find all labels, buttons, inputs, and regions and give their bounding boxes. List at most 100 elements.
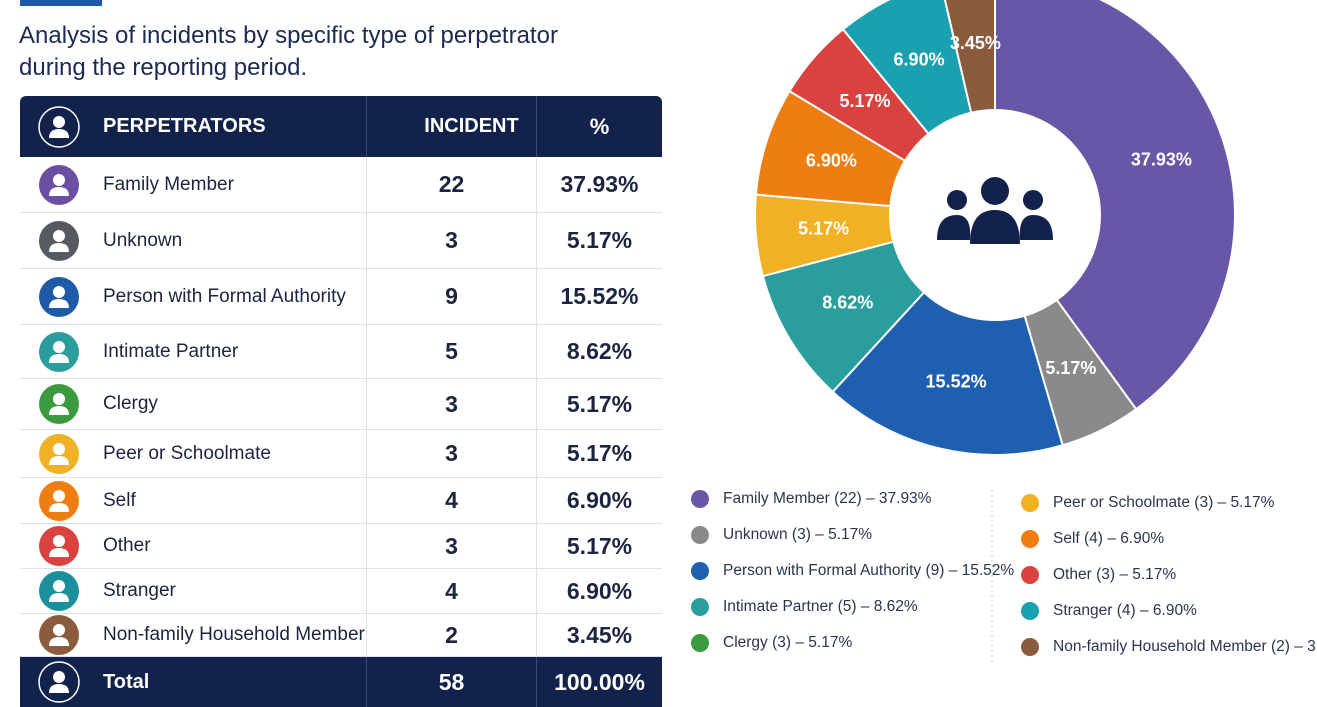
table-row: Self 4 6.90% <box>20 478 662 524</box>
icon-head <box>53 535 65 547</box>
cell-percent: 6.90% <box>566 487 633 513</box>
table-row: Unknown 3 5.17% <box>20 213 662 269</box>
legend-label: Intimate Partner (5) – 8.62% <box>723 598 918 615</box>
icon-head <box>53 393 65 405</box>
table-row: Peer or Schoolmate 3 5.17% <box>20 430 662 478</box>
legend-label: Stranger (4) – 6.90% <box>1053 602 1197 619</box>
cell-percent: 37.93% <box>560 171 639 197</box>
row-icon <box>39 433 79 474</box>
legend-label: Person with Formal Authority (9) – 15.52… <box>723 562 1014 579</box>
cell-incidents: 9 <box>367 269 537 324</box>
cell-percent: % <box>589 113 610 139</box>
slice-label: 6.90% <box>806 151 857 171</box>
cell-label: Stranger <box>20 569 367 613</box>
icon-head <box>981 177 1009 205</box>
slice <box>994 0 1236 411</box>
page: Analysis of incidents by specific type o… <box>19 0 1317 707</box>
slice-label: 37.93% <box>1131 150 1192 170</box>
row-icon <box>39 220 79 261</box>
icon-head <box>53 442 65 455</box>
title: Analysis of incidents by specific type o… <box>19 22 558 81</box>
cell-label: Person with Formal Authority <box>20 269 367 324</box>
cell-incidents: 3 <box>367 213 537 268</box>
legend-swatch <box>691 634 709 652</box>
slice <box>943 0 996 114</box>
cell-incidents: 22 <box>367 157 537 212</box>
slice-label: 5.17% <box>798 219 849 239</box>
icon-body <box>49 593 69 602</box>
icon-head <box>53 285 65 298</box>
cell-percent: 3.45% <box>566 621 633 648</box>
cell-incidents: 3 <box>367 524 537 568</box>
row-icon <box>39 164 79 205</box>
cell-percent: 5.17% <box>566 390 633 417</box>
icon-head <box>53 671 65 683</box>
row-icon <box>39 331 79 372</box>
row-icon <box>39 384 79 424</box>
cell-label: Family Member <box>20 157 367 212</box>
icon-head <box>947 190 967 210</box>
cell-percent: 5.17% <box>566 532 633 559</box>
table-row: Stranger 4 6.90% <box>20 569 662 614</box>
cell-incidents: 3 <box>367 430 537 477</box>
icon-head <box>53 115 65 128</box>
slice <box>831 290 1064 456</box>
icon-body <box>49 637 69 646</box>
cell-incidents: 3 <box>367 379 537 429</box>
icon-head <box>53 489 65 502</box>
row-icon <box>39 480 79 521</box>
cell-label: Intimate Partner <box>20 325 367 378</box>
legend-label: Self (4) – 6.90% <box>1053 530 1164 547</box>
legend-label: Clergy (3) – 5.17% <box>723 634 852 651</box>
cell-percent: 15.52% <box>560 283 639 309</box>
slice-label: 6.90% <box>894 49 945 69</box>
top-accent <box>20 0 102 6</box>
donut-chart: 37.93% 5.17% 15.52% 8.62% 5.17% 6.90% 5.17% 6.9… <box>691 0 1317 662</box>
legend-swatch <box>1021 530 1039 548</box>
legend-label: Peer or Schoolmate (3) – 5.17% <box>1053 494 1275 511</box>
table-row: Family Member 22 37.93% <box>20 157 662 213</box>
cell-label: Non-family Household Member <box>20 614 367 656</box>
table-row: Other 3 5.17% <box>20 524 662 569</box>
legend-swatch <box>1021 638 1039 656</box>
icon-body <box>49 128 69 138</box>
cell-label: Clergy <box>20 379 367 429</box>
icon-head <box>53 173 65 186</box>
cell-incidents: 5 <box>367 325 537 378</box>
slice-label: 5.17% <box>1045 358 1096 378</box>
icon-body <box>49 406 69 415</box>
icon-body <box>49 298 69 308</box>
legend-label: Non-family Household Member (2) – 3.45% <box>1053 638 1317 655</box>
row-icon <box>39 571 79 611</box>
cell-incidents: 2 <box>367 614 537 656</box>
legend-swatch <box>691 526 709 544</box>
icon-head <box>53 624 65 636</box>
cell-incidents: 4 <box>367 569 537 613</box>
row-icon <box>38 105 80 148</box>
legend-swatch <box>1021 566 1039 584</box>
table-row: Non-family Household Member 2 3.45% <box>20 614 662 657</box>
icon-head <box>53 340 65 353</box>
row-icon <box>39 276 79 317</box>
table-row: Intimate Partner 5 8.62% <box>20 325 662 379</box>
icon-body <box>1019 215 1053 240</box>
icon-body <box>49 548 69 557</box>
slice-label: 8.62% <box>822 293 873 313</box>
slice-label: 15.52% <box>926 371 987 391</box>
cell-incidents: INCIDENT <box>367 96 537 157</box>
legend-swatch <box>691 562 709 580</box>
icon-head <box>53 229 65 242</box>
legend-swatch <box>1021 602 1039 620</box>
cell-percent: 5.17% <box>566 227 633 253</box>
icon-body <box>49 242 69 252</box>
slice-label: 5.17% <box>839 91 890 111</box>
cell-percent: 8.62% <box>566 338 633 364</box>
icon-body <box>49 353 69 363</box>
cell-percent: 5.17% <box>566 440 633 466</box>
legend-swatch <box>691 490 709 508</box>
icon-body <box>49 455 69 465</box>
icon-body <box>937 215 971 240</box>
row-icon <box>39 615 79 655</box>
table-row: Person with Formal Authority 9 15.52% <box>20 269 662 325</box>
cell-percent: 6.90% <box>566 577 633 604</box>
